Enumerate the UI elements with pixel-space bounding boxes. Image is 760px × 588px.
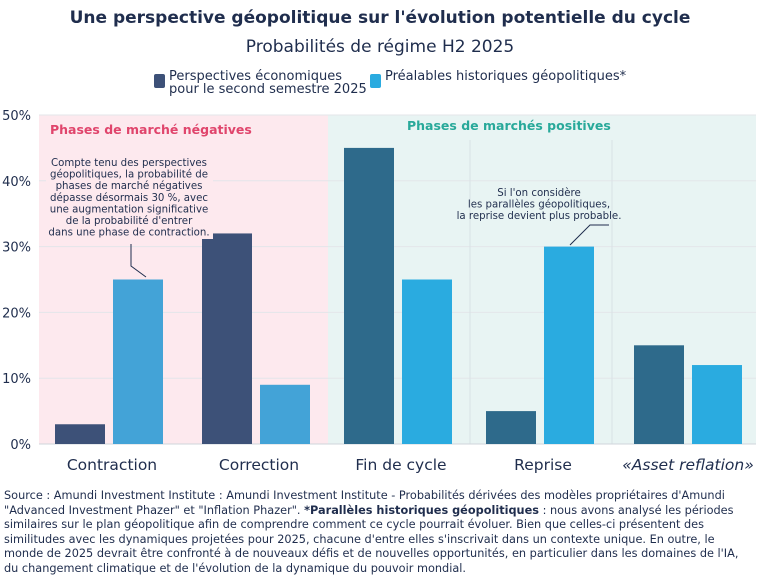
region-negative-label: Phases de marché négatives: [50, 122, 252, 137]
bar-geopolitical-5: [692, 365, 742, 444]
region-positive-bg: [328, 115, 756, 444]
bar-geopolitical-1: [113, 279, 163, 444]
annotation-1-line: une augmentation significative: [50, 204, 209, 215]
annotation-1-bg: [46, 153, 213, 239]
bar-economic-1: [55, 424, 105, 444]
bar-economic-5: [634, 345, 684, 444]
legend-item-economic: Perspectives économiques pour le second …: [154, 70, 367, 96]
category-label: Reprise: [514, 456, 572, 474]
legend-label-economic: Perspectives économiques pour le second …: [169, 69, 367, 97]
category-label: Fin de cycle: [355, 456, 446, 474]
annotation-2-line: la reprise devient plus probable.: [457, 211, 622, 222]
annotation-2-leader: [569, 224, 609, 246]
y-tick-label: 40%: [2, 175, 31, 190]
annotation-1-leader: [130, 244, 147, 278]
bar-geopolitical-4: [544, 246, 594, 444]
bar-economic-3: [344, 147, 394, 444]
legend-swatch-geopolitical: [370, 74, 381, 88]
legend-label-geopolitical: Préalables historiques géopolitiques*: [385, 69, 627, 84]
source-text-part1: Source : Amundi Investment Institute : A…: [4, 489, 725, 517]
annotation-1-line: dépasse désormais 30 %, avec: [50, 192, 208, 204]
y-tick-label: 20%: [2, 306, 31, 321]
annotation-1-line: géopolitiques, la probabilité de: [50, 169, 208, 181]
bar-economic-2: [202, 233, 252, 444]
chart-subtitle: Probabilités de régime H2 2025: [245, 37, 515, 57]
source-note: Source : Amundi Investment Institute : A…: [4, 489, 756, 577]
legend-swatch-economic: [154, 74, 165, 88]
category-label: Correction: [219, 456, 299, 474]
y-tick-label: 30%: [2, 241, 31, 256]
annotation-2-line: les parallèles géopolitiques,: [468, 199, 610, 211]
bar-geopolitical-2: [260, 384, 310, 444]
annotation-1-line: de la probabilité d'entrer: [66, 215, 193, 227]
category-label: Contraction: [67, 456, 157, 474]
legend-item-geopolitical: Préalables historiques géopolitiques*: [370, 70, 626, 88]
annotation-1-line: dans une phase de contraction.: [48, 228, 209, 239]
annotation-1-line: Compte tenu des perspectives: [51, 158, 207, 169]
bar-geopolitical-3: [402, 279, 452, 444]
source-text-part2: : nous avons analysé les périodes simila…: [4, 503, 739, 575]
legend: Perspectives économiques pour le second …: [0, 70, 760, 100]
annotation-2-line: Si l'on considère: [497, 187, 581, 199]
source-bold-term: *Parallèles historiques géopolitiques: [304, 503, 539, 517]
annotation-1-line: phases de marché négatives: [56, 180, 203, 192]
y-tick-label: 10%: [2, 372, 31, 387]
y-tick-label: 50%: [2, 109, 31, 124]
y-tick-label: 0%: [10, 438, 31, 453]
region-positive-label: Phases de marchés positives: [407, 118, 611, 133]
bar-economic-4: [486, 411, 536, 444]
chart-title: Une perspective géopolitique sur l'évolu…: [69, 8, 691, 28]
bar-chart: Phases de marché négatives Phases de marc…: [2, 109, 756, 474]
category-label: «Asset reflation»: [622, 456, 754, 474]
